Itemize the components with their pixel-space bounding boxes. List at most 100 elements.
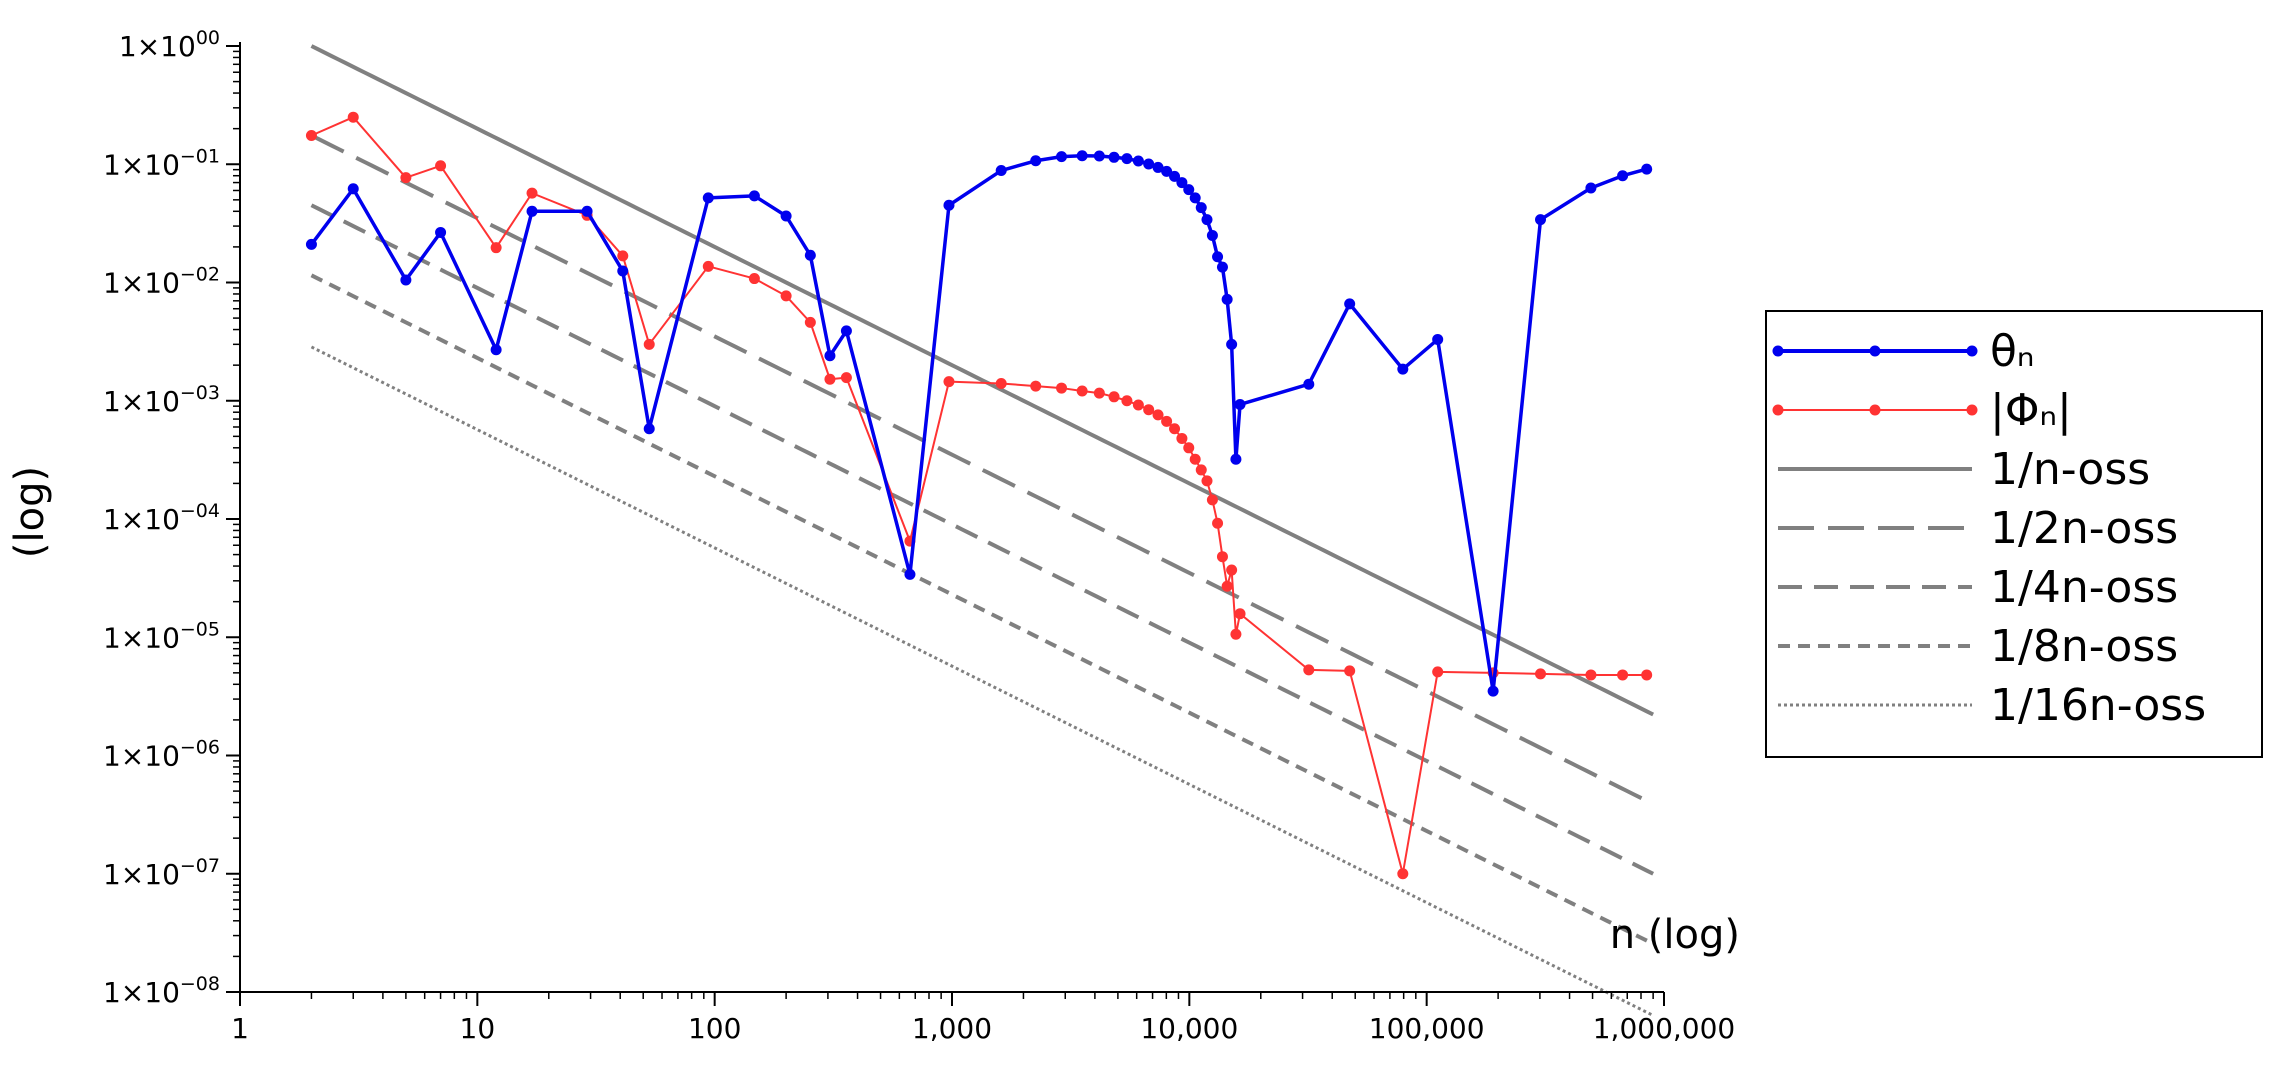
x-tick-label: 1,000 (912, 1012, 992, 1045)
data-point (490, 242, 502, 254)
legend-label: θₙ (1990, 326, 2034, 377)
data-point (490, 344, 502, 356)
data-point (1535, 668, 1547, 680)
data-point (1617, 170, 1629, 182)
axes: 1 10 100 1,000 10,000 100,000 1,000,000 1×1000 1… (103, 27, 1735, 1045)
data-point (780, 290, 792, 302)
data-point (305, 130, 317, 142)
data-point (1344, 665, 1356, 677)
data-point (1201, 475, 1213, 487)
x-tick-label: 1 (231, 1012, 249, 1045)
data-point (748, 273, 760, 285)
data-point (1183, 184, 1195, 196)
data-point (1183, 442, 1195, 454)
data-point (702, 192, 714, 204)
data-point (840, 372, 852, 384)
legend-frame (1765, 310, 2263, 758)
series-line-1-2n-oss (310, 133, 1655, 806)
data-point (1226, 338, 1238, 350)
data-point (1397, 868, 1409, 880)
data-point (1234, 398, 1246, 410)
data-point (435, 160, 447, 172)
x-tick-label: 100 (688, 1012, 741, 1045)
data-point (904, 568, 916, 580)
y-axis-label: (log) (7, 466, 53, 558)
data-point (1221, 293, 1233, 305)
series-line-1-4n-oss (310, 203, 1655, 876)
data-point (824, 373, 836, 385)
data-point (1585, 669, 1597, 681)
y-tick-label: 1×10−05 (103, 618, 220, 654)
legend-label: 1/2n-oss (1990, 503, 2178, 554)
data-point (1132, 155, 1144, 167)
data-point (1230, 628, 1242, 640)
y-tick-label: 1×1000 (119, 27, 220, 63)
data-point (1076, 150, 1088, 162)
x-tick-label: 100,000 (1369, 1012, 1485, 1045)
data-point (943, 376, 955, 388)
data-point (1230, 453, 1242, 465)
data-point (435, 226, 447, 238)
data-point (347, 111, 359, 123)
data-point (780, 210, 792, 222)
data-point (748, 190, 760, 202)
x-tick-label: 1,000,000 (1593, 1012, 1736, 1045)
data-point (1641, 669, 1653, 681)
legend-label: 1/8n-oss (1990, 621, 2178, 672)
data-point (1108, 151, 1120, 163)
data-point (1432, 333, 1444, 345)
x-tick-label: 10 (460, 1012, 496, 1045)
y-tick-label: 1×10−04 (103, 500, 220, 536)
data-point (1093, 150, 1105, 162)
x-axis-label: n (log) (1610, 912, 1740, 958)
data-point (1176, 432, 1188, 444)
legend-item: 1/8n-oss (1778, 621, 2178, 672)
data-point (1121, 395, 1133, 407)
data-point (804, 316, 816, 328)
legend-marker (1772, 404, 1784, 416)
data-point (1201, 214, 1213, 226)
data-point (1432, 666, 1444, 678)
data-point (1169, 423, 1181, 435)
data-point (943, 199, 955, 211)
plot-area (305, 44, 1655, 1017)
data-point (824, 350, 836, 362)
legend-label: 1/n-oss (1990, 444, 2150, 495)
data-point (305, 238, 317, 250)
data-point (1226, 564, 1238, 576)
data-point (1121, 153, 1133, 165)
data-point (1535, 214, 1547, 226)
y-tick-label: 1×10−01 (103, 145, 220, 181)
series-line-1-16n-oss (310, 345, 1654, 1017)
data-point (1397, 363, 1409, 375)
y-tick-label: 1×10−06 (103, 737, 220, 773)
y-tick-label: 1×10−03 (103, 382, 220, 418)
data-point (1234, 608, 1246, 620)
legend-item: 1/2n-oss (1778, 503, 2178, 554)
series-line-1-8n-oss (310, 273, 1655, 946)
legend-item: θₙ (1772, 326, 2034, 377)
data-point (1206, 229, 1218, 241)
legend-item: 1/n-oss (1778, 444, 2150, 495)
data-point (1487, 685, 1499, 697)
data-point (1076, 385, 1088, 397)
legend-marker (1869, 345, 1881, 357)
y-tick-label: 1×10−07 (103, 855, 220, 891)
data-point (526, 187, 538, 199)
data-point (400, 172, 412, 184)
data-point (1617, 669, 1629, 681)
data-point (1641, 163, 1653, 175)
data-point (1212, 251, 1224, 263)
data-point (1303, 664, 1315, 676)
data-point (1189, 453, 1201, 465)
data-point (804, 249, 816, 261)
legend-item: 1/16n-oss (1778, 680, 2206, 731)
legend-label: 1/4n-oss (1990, 562, 2178, 613)
data-point (581, 205, 593, 217)
data-point (1108, 391, 1120, 403)
data-point (1169, 170, 1181, 182)
data-point (1030, 380, 1042, 392)
legend-label: |Φₙ| (1990, 385, 2072, 436)
data-point (1152, 161, 1164, 173)
legend-label: 1/16n-oss (1990, 680, 2206, 731)
